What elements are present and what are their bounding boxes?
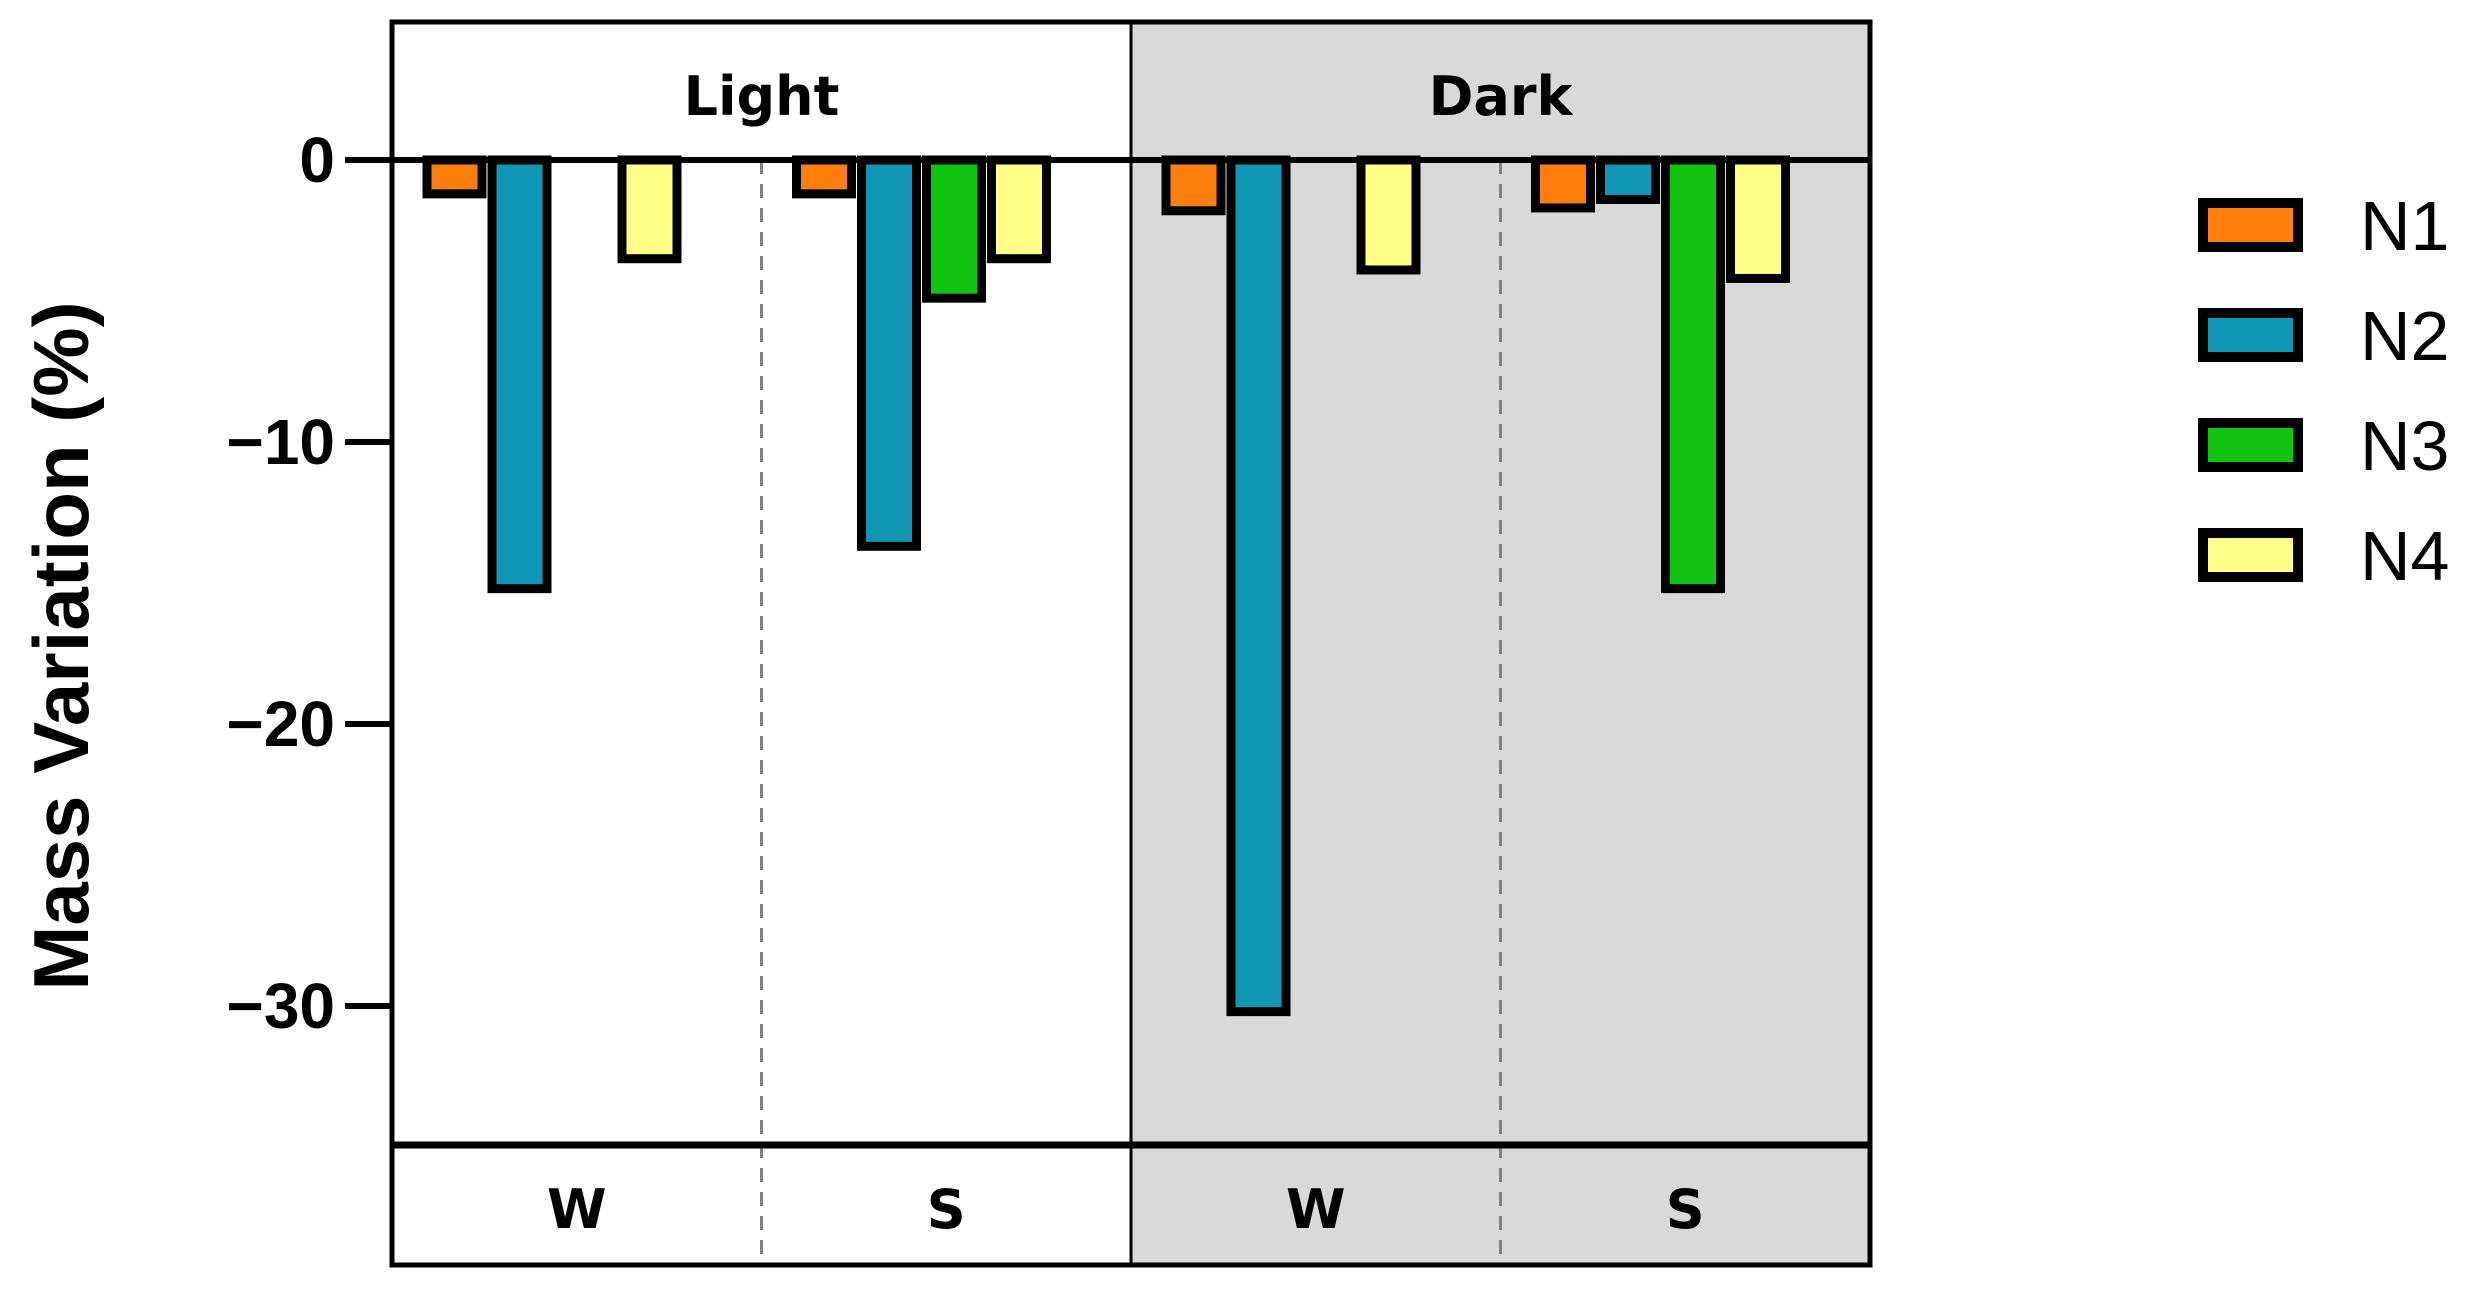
bar-n4-light-s bbox=[987, 155, 1051, 264]
legend-swatch-n2 bbox=[2198, 308, 2303, 362]
y-tick-label: −30 bbox=[226, 970, 335, 1042]
legend-swatch-n4 bbox=[2198, 528, 2303, 582]
bar-n2-light-s bbox=[857, 155, 921, 551]
bar-n1-dark-w bbox=[1161, 155, 1226, 216]
bar-n1-light-s bbox=[792, 155, 856, 199]
labels: Light W S Dark W S 0 −10 −20 −30 bbox=[226, 65, 1704, 1241]
legend-label-n3: N3 bbox=[2360, 407, 2449, 485]
y-tick-label: −20 bbox=[226, 688, 335, 760]
bar-n2-dark-w bbox=[1226, 155, 1291, 1017]
bars bbox=[422, 155, 1790, 1017]
category-label-dark-s: S bbox=[1666, 1178, 1705, 1241]
bar-n3-dark-s bbox=[1661, 155, 1725, 594]
bar-n1-dark-s bbox=[1531, 155, 1595, 213]
legend-label-n2: N2 bbox=[2360, 297, 2449, 375]
legend-swatch-n3 bbox=[2198, 418, 2303, 472]
bar-n4-dark-s bbox=[1726, 155, 1790, 283]
category-label-light-s: S bbox=[927, 1178, 966, 1241]
legend-label-n4: N4 bbox=[2360, 517, 2449, 595]
y-tick-label: 0 bbox=[299, 124, 335, 196]
y-axis-label: Mass Variation (%) bbox=[17, 301, 105, 990]
y-tick-label: −10 bbox=[226, 406, 335, 478]
category-label-light-w: W bbox=[547, 1178, 607, 1241]
bar-n3-light-s bbox=[922, 155, 986, 303]
bar-n2-light-w bbox=[487, 155, 552, 594]
bar-n4-light-w bbox=[617, 155, 682, 264]
group-dividers bbox=[760, 160, 1502, 1265]
panel-label-dark: Dark bbox=[1429, 65, 1574, 128]
legend: N1 N2 N3 N4 bbox=[2198, 187, 2449, 595]
panel-label-light: Light bbox=[684, 65, 840, 128]
bar-n2-dark-s bbox=[1596, 155, 1660, 204]
category-label-dark-w: W bbox=[1286, 1178, 1346, 1241]
legend-swatch-n1 bbox=[2198, 198, 2303, 252]
legend-label-n1: N1 bbox=[2360, 187, 2449, 265]
plot-frame bbox=[345, 19, 1873, 1268]
bar-n1-light-w bbox=[422, 155, 487, 199]
bar-n4-dark-w bbox=[1356, 155, 1421, 275]
